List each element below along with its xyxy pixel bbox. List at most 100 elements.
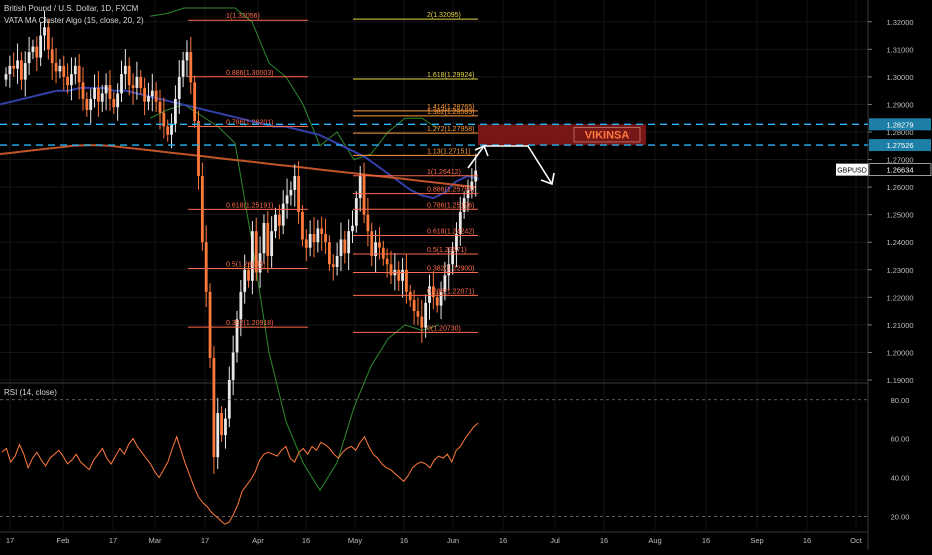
candle-body (185, 52, 189, 61)
candle-body (301, 211, 304, 240)
candle-body (254, 231, 258, 273)
candle-body (251, 231, 254, 281)
candle-body (358, 176, 362, 199)
candle-body (297, 176, 300, 212)
price-tick-label: 1.30000 (886, 73, 913, 82)
candle-body (154, 90, 158, 102)
candle-body (408, 291, 412, 301)
candle-body (401, 269, 404, 281)
candle-body (378, 242, 381, 248)
candle-body (316, 228, 320, 243)
candle-body (262, 222, 266, 254)
level-tag-bg (869, 118, 931, 131)
time-tick-label: 17 (201, 536, 209, 545)
candle-body (443, 275, 447, 292)
level-tag-label: 1.28279 (886, 120, 913, 129)
time-tick-label: 16 (302, 536, 310, 545)
time-tick-label: 16 (803, 536, 811, 545)
candle-body (70, 74, 73, 86)
candle-body (470, 181, 474, 190)
candle-body (127, 65, 131, 86)
fib-right-label: 0.236(1.22071) (427, 288, 474, 295)
price-tick-label: 1.26000 (886, 183, 913, 192)
candle-body (4, 74, 8, 80)
price-tick-label: 1.23000 (886, 266, 913, 275)
candle-body (370, 231, 374, 256)
candle-body (243, 269, 247, 292)
candle-body (73, 65, 77, 75)
grid-lines (0, 0, 868, 530)
zone-label-frame (573, 126, 641, 143)
time-tick-label: 16 (400, 536, 408, 545)
candle-body (39, 35, 43, 58)
candle-body (304, 239, 308, 248)
price-tick-label: 1.31000 (886, 45, 913, 54)
candle-body (212, 357, 216, 458)
time-tick-label: Sep (750, 536, 763, 545)
rsi-tick-label: 20.00 (891, 512, 910, 521)
candle-body (197, 120, 200, 177)
price-tick-label: 1.19000 (886, 376, 913, 385)
candle-body (58, 65, 62, 72)
candle-body (135, 76, 139, 88)
candle-body (308, 233, 312, 248)
fib-left-label: 0.886(1.30003) (226, 70, 273, 77)
candle-body (331, 264, 335, 268)
fib-left-label: 0.618(1.25191) (226, 202, 273, 209)
time-tick-label: 16 (499, 536, 507, 545)
candle-body (43, 27, 46, 36)
candle-body (97, 87, 100, 102)
price-tag-label: 1.26634 (886, 166, 913, 175)
arrow-down-head (540, 172, 555, 186)
candle-body (439, 291, 443, 306)
candle-body (131, 85, 135, 88)
fib-right-label: 1.382(1.28583) (427, 109, 474, 116)
candle-body (66, 76, 69, 86)
fib-left-label: 0.382(1.20918) (226, 320, 273, 327)
candle-body (455, 233, 458, 251)
time-axis: 17 Feb 17 Mar 17 Apr 16 May 16 Jun 16 Jul 16 Aug 16 Sep… (6, 536, 863, 545)
time-tick-label: Apr (252, 536, 264, 545)
supply-zone: VIKINSA (478, 124, 646, 145)
candle-body (270, 231, 274, 256)
candle-body (347, 231, 351, 254)
candle-body (224, 418, 227, 436)
candle-body (139, 76, 143, 88)
fib-right-label: 0.886(1.25764) (427, 187, 474, 194)
candle-body (46, 27, 50, 50)
candle-body (166, 126, 170, 135)
time-tick-label: Feb (57, 536, 70, 545)
fib-left-label: 1(1.32056) (226, 13, 260, 20)
candle-body (397, 269, 401, 281)
candle-body (193, 82, 197, 121)
candle-body (20, 60, 23, 80)
ma-orange-line (0, 144, 476, 189)
rsi-pane: 80.00 60.00 40.00 20.00 (0, 396, 910, 525)
candle-body (85, 98, 89, 110)
candle-body (343, 239, 347, 254)
fib-right-label: 1.414(1.28765) (427, 104, 474, 111)
candle-body (424, 302, 428, 328)
candle-body (277, 214, 281, 226)
zone-rect (478, 124, 646, 145)
candle-body (458, 211, 462, 234)
candle-body (220, 413, 223, 436)
candle-body (374, 242, 377, 256)
candle-body (81, 82, 85, 99)
chart-header: British Pound / U.S. Dollar, 1D, FXCM VA… (4, 3, 144, 27)
fib-right-label: 1(1.26412) (427, 169, 461, 176)
price-tick-label: 1.22000 (886, 293, 913, 302)
candle-body (231, 352, 235, 380)
ma-blue-line (0, 86, 480, 200)
candle-body (89, 98, 93, 110)
candle-body (162, 112, 166, 127)
price-tick-label: 1.21000 (886, 321, 913, 330)
candle-body (54, 63, 58, 72)
candle-body (285, 195, 289, 204)
candle-body (462, 198, 466, 212)
candle-body (351, 225, 354, 232)
candle-body (108, 85, 112, 99)
time-tick-label: May (348, 536, 362, 545)
